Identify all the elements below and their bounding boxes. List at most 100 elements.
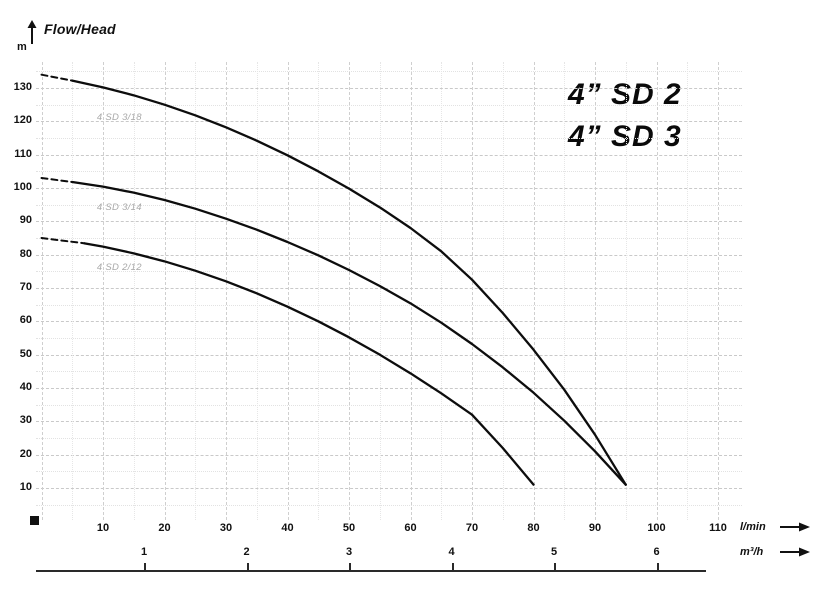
model-title-line-2: 4” SD 3 bbox=[568, 120, 682, 153]
gridline bbox=[379, 62, 381, 520]
gridline bbox=[36, 138, 742, 139]
curve-label-2: 4 SD 3/14 bbox=[96, 202, 142, 213]
gridline bbox=[36, 271, 742, 273]
gridline bbox=[256, 62, 258, 520]
gridline bbox=[36, 354, 742, 356]
gridline bbox=[625, 62, 627, 520]
curve-label-1: 4 SD 3/18 bbox=[96, 112, 142, 123]
gridline bbox=[36, 104, 742, 106]
x-tick-label-lmin: 110 bbox=[709, 522, 727, 534]
gridline bbox=[36, 254, 742, 256]
y-tick-label: 100 bbox=[13, 181, 32, 193]
plot-area bbox=[36, 62, 742, 520]
gridline bbox=[36, 454, 742, 456]
x-tick-label-lmin: 100 bbox=[647, 522, 666, 534]
gridline bbox=[349, 62, 350, 520]
x-tick-label-lmin: 60 bbox=[404, 522, 417, 534]
gridline bbox=[36, 71, 742, 73]
gridline bbox=[656, 62, 658, 520]
curve-2-dashed-lead-in bbox=[40, 177, 74, 183]
gridline bbox=[226, 62, 227, 520]
curve-layer bbox=[40, 73, 627, 486]
gridline bbox=[36, 488, 742, 489]
curve-3-dashed-lead-in bbox=[40, 237, 86, 245]
x-tick-m3h bbox=[554, 563, 556, 571]
curve-2-line bbox=[71, 180, 627, 486]
y-tick-label: 80 bbox=[19, 247, 32, 260]
x-tick-label-lmin: 70 bbox=[465, 522, 479, 534]
y-tick-label: 110 bbox=[14, 147, 32, 160]
y-tick-label: 50 bbox=[19, 347, 32, 360]
gridline bbox=[36, 404, 742, 406]
right-arrow-icon-m3h bbox=[780, 547, 810, 557]
gridline bbox=[36, 204, 742, 206]
x-tick-m3h bbox=[144, 563, 146, 571]
gridline bbox=[36, 221, 742, 223]
gridline bbox=[36, 388, 742, 389]
gridline bbox=[36, 288, 742, 289]
grid bbox=[36, 62, 742, 520]
x-tick-m3h bbox=[349, 563, 351, 571]
x-tick-label-lmin: 90 bbox=[588, 522, 602, 534]
curve-label-3: 4 SD 2/12 bbox=[96, 262, 142, 273]
x-tick-m3h bbox=[246, 563, 249, 571]
gridline bbox=[72, 62, 74, 520]
x-tick-m3h bbox=[656, 563, 659, 571]
chart-axis-title: Flow/Head bbox=[44, 21, 116, 37]
gridline bbox=[36, 121, 742, 123]
up-arrow-icon bbox=[27, 20, 37, 44]
gridline bbox=[41, 62, 43, 520]
gridline bbox=[36, 238, 742, 239]
gridline bbox=[687, 62, 689, 520]
gridline bbox=[318, 62, 320, 520]
gridline bbox=[472, 62, 473, 520]
gridline bbox=[564, 62, 566, 520]
y-axis-unit-label: m bbox=[17, 41, 27, 53]
x-tick-label-m3h: 5 bbox=[550, 546, 558, 558]
gridline bbox=[36, 304, 742, 306]
y-tick-label: 70 bbox=[19, 281, 32, 293]
y-tick-label: 30 bbox=[19, 414, 32, 427]
gridline bbox=[103, 62, 104, 520]
gridline bbox=[287, 62, 289, 520]
gridline bbox=[441, 62, 443, 520]
gridline bbox=[36, 321, 742, 323]
x-tick-m3h bbox=[451, 563, 454, 571]
curve-1-line bbox=[71, 79, 627, 486]
x-axis-unit-lmin: l/min bbox=[740, 521, 766, 533]
right-arrow-icon-lmin bbox=[780, 522, 810, 532]
gridline bbox=[36, 438, 742, 439]
y-tick-label: 60 bbox=[19, 314, 32, 327]
y-tick-label: 120 bbox=[13, 114, 32, 127]
x-tick-label-m3h: 4 bbox=[448, 546, 455, 558]
x-tick-label-lmin: 80 bbox=[527, 522, 540, 534]
gridline bbox=[164, 62, 166, 520]
gridline bbox=[718, 62, 719, 520]
x-tick-label-lmin: 20 bbox=[158, 522, 171, 534]
y-tick-label: 130 bbox=[13, 81, 32, 93]
curve-1-dashed-lead-in bbox=[40, 73, 74, 82]
gridline bbox=[36, 88, 742, 89]
gridline bbox=[36, 371, 742, 373]
gridline bbox=[36, 471, 742, 473]
gridline bbox=[36, 421, 742, 423]
x-tick-label-lmin: 50 bbox=[342, 522, 356, 534]
gridline bbox=[36, 188, 742, 189]
x-tick-label-m3h: 1 bbox=[140, 546, 148, 558]
x-tick-label-lmin: 10 bbox=[96, 522, 110, 534]
gridline bbox=[36, 171, 742, 173]
y-tick-label: 40 bbox=[19, 381, 32, 393]
gridline bbox=[410, 62, 412, 520]
gridline bbox=[36, 338, 742, 339]
y-tick-label: 10 bbox=[19, 481, 32, 493]
x-tick-label-lmin: 30 bbox=[219, 522, 233, 534]
gridline bbox=[133, 62, 135, 520]
gridline bbox=[595, 62, 596, 520]
x-axis-unit-m3h: m³/h bbox=[740, 546, 764, 558]
origin-square-marker bbox=[30, 516, 39, 525]
x-tick-label-m3h: 2 bbox=[243, 546, 250, 558]
secondary-axis-line bbox=[36, 570, 706, 572]
gridline bbox=[36, 154, 742, 156]
x-tick-label-m3h: 6 bbox=[653, 546, 660, 558]
